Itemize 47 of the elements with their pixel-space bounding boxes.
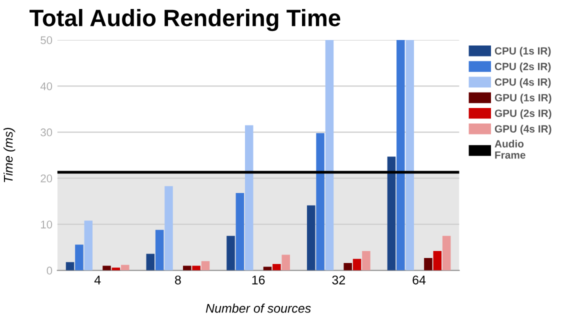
- bar: [226, 236, 235, 270]
- chart-title: Total Audio Rendering Time: [30, 9, 340, 32]
- bar: [164, 186, 173, 270]
- bar: [282, 254, 290, 270]
- x-tick-label: 32: [332, 276, 345, 284]
- y-tick-label: 50: [40, 36, 52, 44]
- bar: [236, 192, 244, 270]
- bar: [433, 251, 442, 270]
- legend-label: GPU (2s IR): [494, 109, 552, 120]
- x-tick-label: 16: [252, 276, 265, 284]
- legend-label: CPU (2s IR): [494, 62, 551, 72]
- bar: [316, 133, 324, 270]
- bar: [155, 230, 164, 270]
- y-tick-label: 40: [40, 82, 52, 90]
- x-axis-title: Number of sources: [206, 304, 311, 313]
- bar: [146, 254, 155, 270]
- bar: [84, 220, 93, 270]
- legend-label: Audio Frame: [494, 140, 526, 159]
- bar: [387, 156, 396, 270]
- bar: [344, 263, 352, 270]
- bar: [263, 266, 272, 270]
- y-tick-label: 30: [40, 128, 52, 136]
- bar: [424, 258, 432, 270]
- legend-label: GPU (4s IR): [494, 124, 552, 135]
- bar: [75, 244, 84, 270]
- bar: [306, 205, 316, 270]
- bar: [442, 236, 451, 270]
- bar: [272, 264, 281, 270]
- x-tick-label: 64: [412, 276, 426, 284]
- y-tick-label: 20: [40, 174, 52, 182]
- legend-label: CPU (1s IR): [494, 46, 551, 57]
- x-tick-label: 8: [175, 276, 181, 284]
- y-tick-label: 10: [41, 220, 52, 228]
- legend-label: CPU (4s IR): [494, 78, 551, 88]
- y-axis-title: Time (ms): [4, 128, 16, 182]
- x-tick-label: 4: [94, 276, 101, 284]
- bar: [352, 258, 362, 270]
- bar: [396, 40, 405, 270]
- legend-label: GPU (1s IR): [494, 94, 552, 104]
- bar: [66, 262, 74, 270]
- bar: [362, 251, 370, 270]
- bar: [325, 40, 334, 270]
- bar: [406, 40, 414, 270]
- bar: [121, 264, 130, 270]
- bar: [244, 125, 254, 270]
- y-tick-label: 0: [46, 266, 52, 275]
- bar: [201, 261, 210, 270]
